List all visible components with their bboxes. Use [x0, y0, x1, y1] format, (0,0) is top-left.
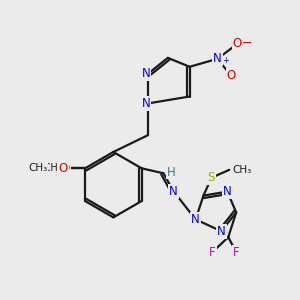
- Text: N: N: [169, 184, 178, 198]
- Text: +: +: [222, 56, 229, 65]
- Text: CH₃: CH₃: [232, 165, 251, 175]
- Text: N: N: [223, 185, 232, 198]
- Text: N: N: [191, 213, 200, 226]
- Text: O: O: [58, 162, 68, 175]
- Text: N: N: [213, 52, 222, 65]
- Text: F: F: [233, 245, 239, 259]
- Text: N: N: [142, 97, 150, 110]
- Text: H: H: [167, 166, 175, 179]
- Text: F: F: [209, 245, 216, 259]
- Text: OCH₃: OCH₃: [29, 163, 58, 173]
- Text: O: O: [226, 69, 236, 82]
- Text: N: N: [142, 67, 150, 80]
- Text: CH₃: CH₃: [28, 163, 47, 173]
- Text: O: O: [232, 38, 242, 50]
- Text: N: N: [217, 225, 226, 238]
- Text: O: O: [61, 162, 70, 175]
- Text: −: −: [242, 37, 253, 50]
- Text: OCH₃: OCH₃: [37, 163, 62, 173]
- Text: S: S: [208, 171, 215, 184]
